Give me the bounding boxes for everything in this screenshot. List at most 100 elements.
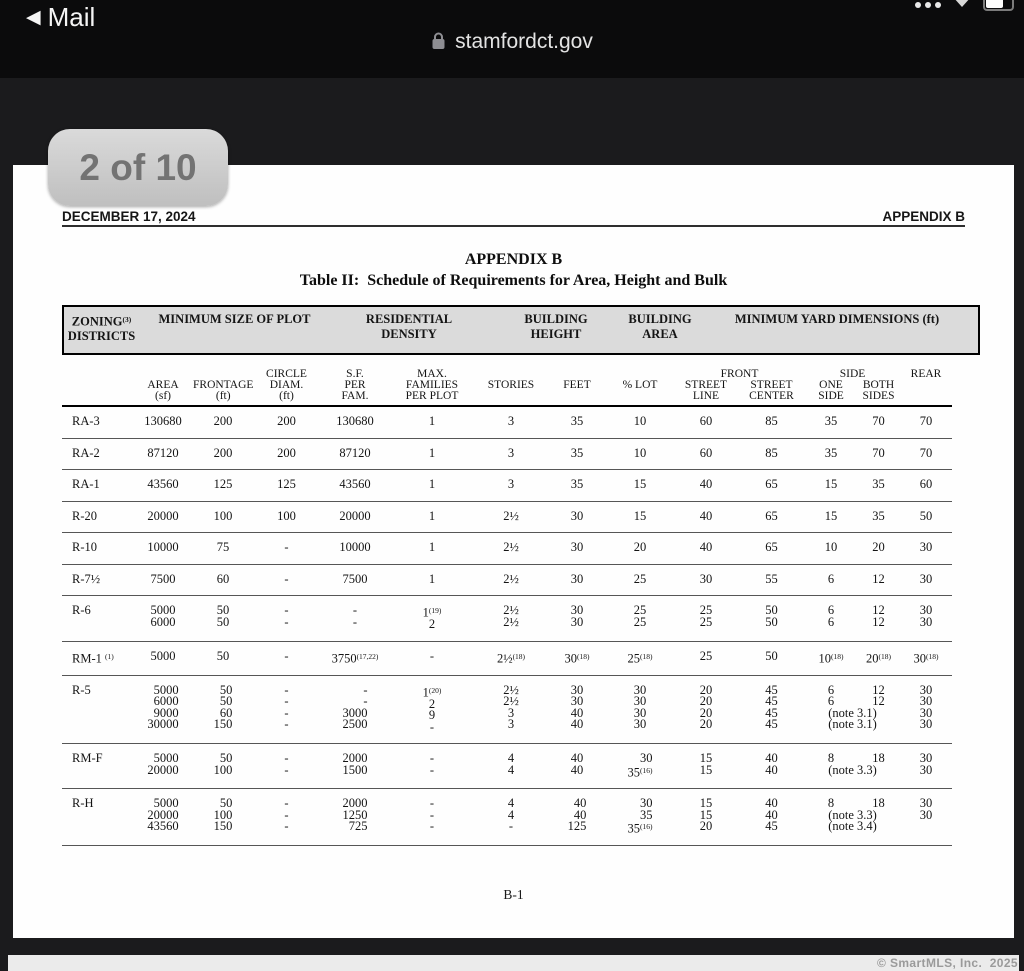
cell-line: 200 — [277, 414, 296, 429]
cell-line: 1(19) — [422, 605, 442, 620]
cell-lines: 30 30 — [920, 752, 933, 776]
cell-feet: 35 — [548, 438, 606, 471]
cell-front_line: 60 — [674, 406, 738, 439]
cell-line: 1 — [428, 477, 436, 492]
cell-lines: 70 — [920, 415, 933, 428]
cell-line: 40 — [699, 477, 713, 492]
cell-line: 7500 — [150, 571, 176, 586]
cell-line: 2500 — [342, 717, 368, 732]
cell-line: - — [429, 762, 435, 777]
cell-sf_fam: - -3000 2500 — [320, 675, 390, 745]
cell-lines: 50 50 60 150 — [214, 683, 233, 731]
cell-side: 35 70 — [805, 438, 900, 471]
cell-line: 150 — [213, 819, 233, 834]
cell-area: 5000 6000 9000 30000 — [133, 675, 193, 745]
cell-line: 50 — [219, 751, 233, 765]
cell-line: 40 — [765, 762, 778, 777]
cell-max_fam: 1 — [390, 564, 474, 597]
cell-circle: - — [253, 532, 320, 565]
cell-line: - — [352, 603, 358, 618]
cell-line: 60 — [699, 445, 713, 460]
cell-line: 1250 — [342, 807, 368, 822]
cell-lines: 1 — [429, 541, 435, 554]
cell-lines: - — [430, 650, 434, 663]
cell-line: 4 — [507, 762, 515, 777]
cell-front_line: 15 15 20 — [674, 788, 738, 847]
cell-lines: 2000 1500 — [343, 752, 368, 776]
cell-lines: -- — [284, 604, 288, 628]
cell-line: 60 — [699, 414, 713, 429]
table-row: R-20 20000 100 100 20000 1 2½ 30 15 40 65 15 35 50 — [62, 501, 952, 534]
cell-side: 10(18) 20(18) — [805, 641, 900, 676]
cell-line: 1 — [428, 414, 436, 429]
cell-lines: 50 100 — [214, 751, 233, 776]
cell-lines: FEET — [563, 380, 590, 392]
cell-line: 20 — [699, 694, 713, 709]
cell-line: 2000 — [342, 796, 368, 811]
cell-frontage: 50 100 — [193, 743, 253, 790]
cell-front_line: 20 20 20 20 — [674, 675, 738, 745]
district-cell: RA-3 — [62, 406, 133, 439]
side-values: 15 35 — [805, 510, 900, 523]
cell-line: 3 — [507, 477, 515, 492]
cell-lines: 100 — [214, 510, 233, 523]
cell-line: REAR — [910, 368, 942, 381]
cell-line: 20000 — [339, 508, 371, 523]
cell-line: - — [508, 819, 514, 834]
district-cell: R-10 — [62, 532, 133, 565]
cell-line: 130680 — [144, 414, 182, 429]
cell-lines: 2½ 2½ — [503, 604, 519, 628]
cell-line: 35(16) — [627, 821, 653, 836]
cell-line: 40 — [699, 540, 713, 555]
cell-line: 30 — [570, 694, 584, 709]
cell-line: 25 — [633, 603, 647, 618]
group-header-line: MINIMUM SIZE OF PLOT — [158, 312, 311, 326]
cell-line: 60 — [216, 571, 230, 586]
cell-max_fam: 1 — [390, 406, 474, 439]
cell-sf_fam: 87120 — [320, 438, 390, 471]
cell-line: 1 — [428, 508, 436, 523]
cell-rear: 70 — [900, 406, 952, 439]
cell-frontage: 50 50 — [193, 595, 253, 642]
cell-lines: 1 — [429, 447, 435, 460]
cell-circle: - — [253, 641, 320, 676]
cell-line: 10 — [633, 445, 647, 460]
side-values: 8 18 — [805, 796, 900, 811]
cell-side: 6 12 — [805, 564, 900, 597]
cell-line: 43560 — [339, 477, 371, 492]
cell-line: 45 — [765, 705, 778, 720]
side-both-value: 18 — [872, 796, 885, 811]
cell-line: 43560 — [147, 477, 179, 492]
cell-lines: 30 30 30 30 — [919, 683, 933, 731]
cell-line: 40 — [570, 762, 584, 777]
back-to-mail-button[interactable]: ◀ Mail — [26, 2, 95, 33]
side-one-value: 15 — [824, 477, 838, 492]
cell-line: 45 — [765, 682, 778, 697]
cell-line: - — [284, 571, 289, 586]
cell-area: 5000 — [133, 641, 193, 676]
cell-lines: --- — [430, 797, 434, 833]
table-row: R-6 5000 6000 50 50- - - -1(19) 2 2½ 2½ 30 30 25 25 25 2… — [62, 595, 952, 642]
cell-feet: 30 — [548, 501, 606, 534]
cell-line: 125 — [213, 477, 233, 492]
group-header-line: DENSITY — [381, 327, 437, 341]
next-page-edge: © SmartMLS, Inc. 2025 — [8, 955, 1019, 971]
side-both-value: 70 — [872, 414, 885, 429]
cell-line: 25 — [633, 614, 647, 629]
cell-lines: 30(18) — [914, 651, 939, 665]
cell-line: 20 — [699, 705, 713, 720]
cell-sf_fam: 7500 — [320, 564, 390, 597]
cell-lines: 85 — [765, 447, 778, 460]
cell-stories: 2½ — [474, 532, 548, 565]
cell-max_fam: 1 — [390, 469, 474, 502]
cell-line: 30 — [919, 694, 933, 709]
cell-line: DIAM. — [269, 379, 304, 392]
cell-line: 2½ — [503, 682, 519, 697]
cell-lines: 30 30 — [920, 797, 933, 821]
cell-lines: REAR — [910, 368, 942, 381]
address-bar[interactable]: stamfordct.gov — [0, 30, 1024, 54]
cell-line: 10000 — [339, 540, 371, 555]
cell-line: 30 — [640, 751, 653, 765]
cell-line: 2½ — [503, 694, 519, 709]
subheader-cell-feet: FEET — [548, 369, 606, 408]
